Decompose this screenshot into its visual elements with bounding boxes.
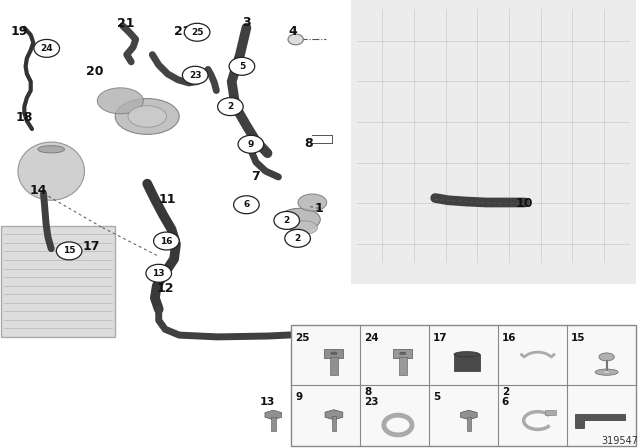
Text: 24: 24 (364, 333, 378, 343)
Text: 21: 21 (116, 17, 134, 30)
Text: 5: 5 (433, 392, 440, 402)
Ellipse shape (128, 106, 166, 127)
Text: 6: 6 (243, 200, 250, 209)
Text: 3: 3 (242, 16, 251, 29)
Circle shape (274, 211, 300, 229)
Text: 7: 7 (252, 169, 260, 183)
Bar (332, 416, 336, 431)
Ellipse shape (38, 146, 65, 153)
Ellipse shape (599, 353, 614, 361)
Text: 4: 4 (289, 25, 298, 38)
Text: 10: 10 (516, 197, 534, 211)
Circle shape (182, 66, 208, 84)
Text: 16: 16 (160, 237, 173, 246)
Circle shape (285, 229, 310, 247)
Ellipse shape (595, 369, 618, 375)
Text: 24: 24 (40, 44, 53, 53)
Ellipse shape (331, 352, 337, 355)
Circle shape (229, 57, 255, 75)
Text: 1: 1 (314, 202, 323, 215)
Text: 16: 16 (502, 333, 516, 343)
Text: 23: 23 (189, 71, 202, 80)
Text: 5: 5 (239, 62, 245, 71)
Polygon shape (265, 410, 282, 420)
Ellipse shape (115, 99, 179, 134)
Text: 2: 2 (284, 216, 290, 225)
Bar (545, 409, 556, 415)
Bar (291, 325, 636, 446)
Bar (454, 354, 479, 371)
Circle shape (34, 39, 60, 57)
Ellipse shape (18, 142, 84, 200)
Ellipse shape (399, 352, 406, 355)
Bar (271, 417, 275, 431)
Circle shape (184, 23, 210, 41)
Circle shape (238, 135, 264, 153)
Text: 2
6: 2 6 (502, 388, 509, 407)
Circle shape (154, 232, 179, 250)
Polygon shape (461, 410, 477, 420)
Text: 13: 13 (152, 269, 165, 278)
Bar (351, 0, 636, 284)
Ellipse shape (298, 194, 327, 211)
Text: 8
23: 8 23 (364, 388, 378, 407)
Circle shape (56, 242, 82, 260)
Text: 8: 8 (304, 137, 313, 150)
Polygon shape (325, 409, 343, 420)
Text: 25: 25 (191, 28, 204, 37)
Text: 15: 15 (63, 246, 76, 255)
Text: 9: 9 (248, 140, 254, 149)
Text: 22: 22 (173, 25, 191, 38)
Circle shape (146, 264, 172, 282)
Ellipse shape (454, 352, 479, 357)
Ellipse shape (97, 88, 143, 114)
Bar (393, 349, 412, 358)
Text: 18: 18 (15, 111, 33, 124)
Text: 2: 2 (227, 102, 234, 111)
Text: 17: 17 (433, 333, 447, 343)
Text: 319547: 319547 (602, 436, 639, 446)
Text: 12: 12 (156, 282, 174, 296)
Circle shape (218, 98, 243, 116)
Text: 20: 20 (86, 65, 104, 78)
Bar (467, 417, 471, 431)
Text: 15: 15 (570, 333, 585, 343)
Text: 13: 13 (259, 397, 275, 407)
Circle shape (288, 34, 303, 45)
Text: 25: 25 (295, 333, 310, 343)
Text: 19: 19 (10, 25, 28, 38)
Text: 9: 9 (295, 392, 302, 402)
Bar (330, 357, 338, 375)
Text: 11: 11 (159, 193, 177, 206)
Bar (324, 349, 344, 358)
Text: 14: 14 (29, 184, 47, 197)
Polygon shape (575, 414, 625, 428)
Text: 17: 17 (82, 240, 100, 253)
Bar (399, 357, 406, 375)
Ellipse shape (603, 371, 611, 374)
Circle shape (234, 196, 259, 214)
Ellipse shape (292, 221, 317, 234)
Ellipse shape (279, 208, 321, 231)
Text: 2: 2 (294, 234, 301, 243)
Bar (1, 226, 115, 337)
